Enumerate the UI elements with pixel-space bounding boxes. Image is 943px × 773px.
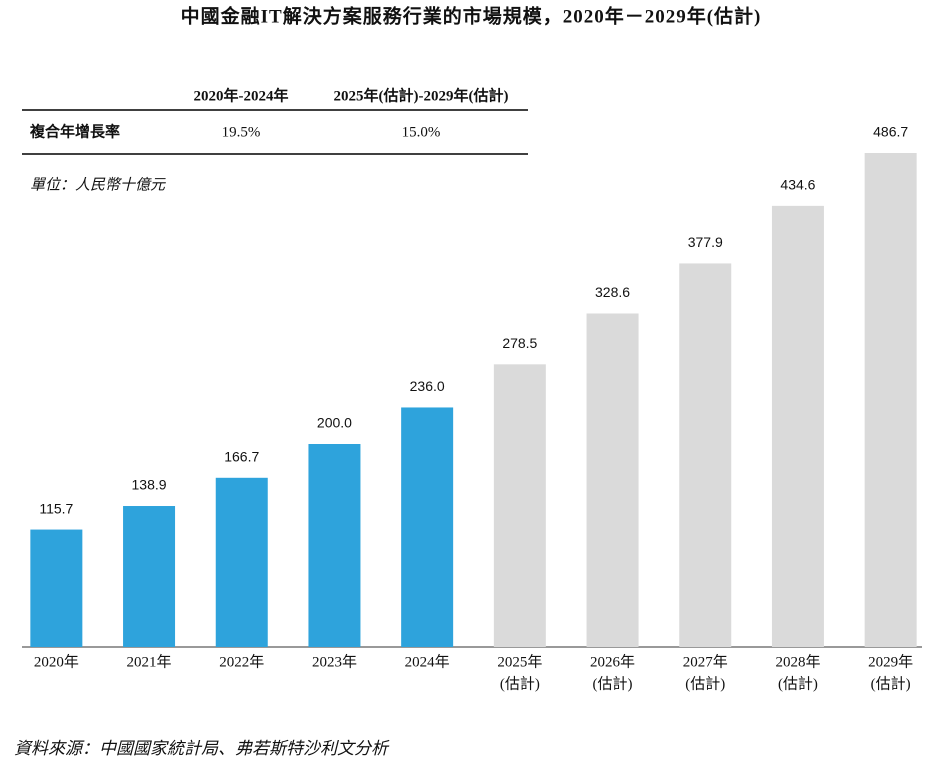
bar <box>123 506 176 647</box>
bar <box>401 407 454 647</box>
x-tick-label: (估計) <box>778 675 818 692</box>
value-label: 200.0 <box>317 415 352 431</box>
bar <box>308 444 361 647</box>
x-tick-label: 2029年 <box>868 653 913 670</box>
bar <box>679 263 732 647</box>
source-note: 資料來源：中國國家統計局、弗若斯特沙利文分析 <box>14 739 390 758</box>
bar <box>864 153 917 647</box>
x-tick-label: 2022年 <box>219 653 264 670</box>
x-tick-label: 2023年 <box>312 653 357 670</box>
bar <box>215 477 268 647</box>
x-tick-label: (估計) <box>500 675 540 692</box>
value-label: 236.0 <box>410 378 445 394</box>
chart-title: 中國金融IT解決方案服務行業的市場規模，2020年－2029年(估計) <box>181 4 762 27</box>
x-tick-label: 2021年 <box>127 653 172 670</box>
x-tick-label: 2024年 <box>405 653 450 670</box>
value-label: 377.9 <box>688 234 723 250</box>
x-tick-label: 2026年 <box>590 653 635 670</box>
value-label: 328.6 <box>595 284 630 300</box>
value-label: 138.9 <box>132 477 167 493</box>
x-tick-label: 2025年 <box>497 653 542 670</box>
bar <box>493 364 546 647</box>
x-tick-label: (估計) <box>871 675 911 692</box>
table-header: 2025年(估計)-2029年(估計) <box>334 86 509 104</box>
value-label: 115.7 <box>39 500 73 516</box>
value-label: 434.6 <box>780 177 815 193</box>
table-row-label: 複合年增長率 <box>29 122 120 140</box>
unit-note: 單位：人民幣十億元 <box>30 176 166 193</box>
bar <box>771 205 824 647</box>
table-header: 2020年-2024年 <box>194 86 289 104</box>
x-tick-label: (估計) <box>685 675 725 692</box>
table-cell: 15.0% <box>402 124 441 140</box>
value-label: 166.7 <box>224 449 259 465</box>
bar <box>586 313 639 647</box>
x-tick-label: 2020年 <box>34 653 79 670</box>
x-tick-label: 2028年 <box>775 653 820 670</box>
bar <box>30 529 83 647</box>
x-tick-label: (估計) <box>593 675 633 692</box>
x-tick-label: 2027年 <box>683 653 728 670</box>
table-cell: 19.5% <box>222 124 261 140</box>
value-label: 278.5 <box>502 335 537 351</box>
value-label: 486.7 <box>873 124 908 140</box>
